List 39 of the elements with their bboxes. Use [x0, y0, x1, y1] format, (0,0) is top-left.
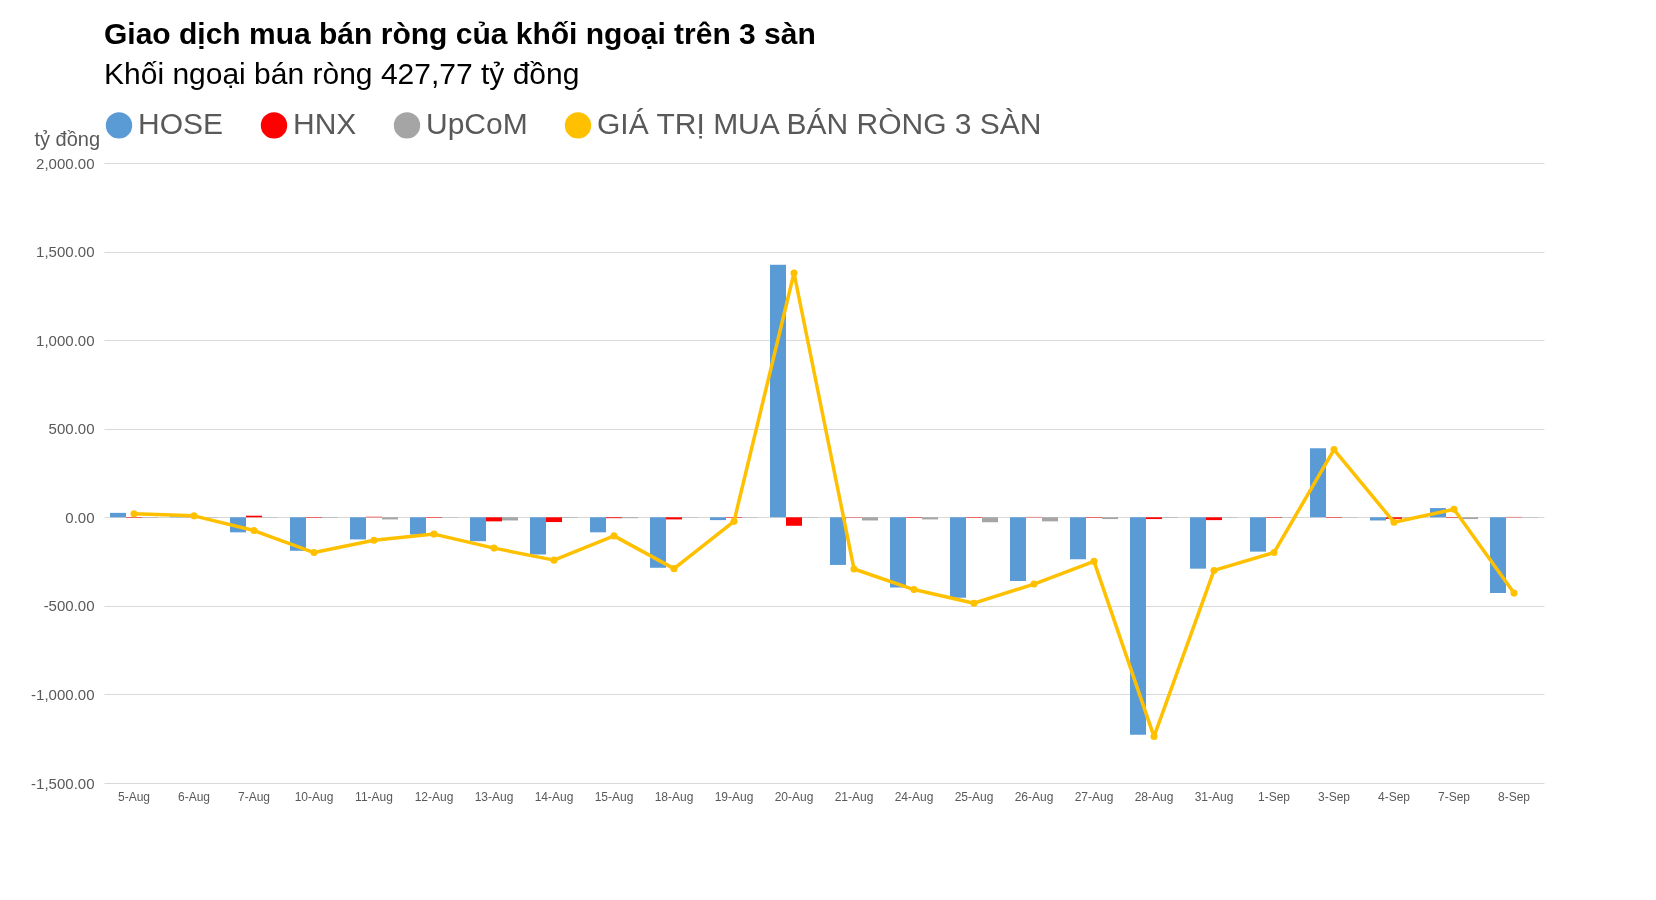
x-tick-label: 25-Aug — [954, 789, 994, 804]
chart-subtitle: Khối ngoại bán ròng 427,77 tỷ đồng — [104, 57, 580, 90]
x-tick-label: 18-Aug — [654, 789, 694, 804]
y-tick-label: -500.00 — [43, 597, 95, 615]
x-tick-label: 11-Aug — [355, 789, 393, 804]
x-tick-label: 27-Aug — [1074, 789, 1114, 804]
x-tick-label: 20-Aug — [774, 789, 814, 804]
x-tick-label: 28-Aug — [1134, 789, 1174, 804]
y-tick-label: 1,500.00 — [36, 243, 95, 261]
y-tick-label: 0.00 — [65, 508, 95, 526]
y-tick-label: 500.00 — [48, 420, 95, 438]
x-tick-label: 14-Aug — [534, 789, 574, 804]
y-tick-label: -1,500.00 — [31, 774, 95, 792]
x-tick-label: 7-Sep — [1437, 789, 1471, 804]
legend-label: HOSE — [138, 107, 224, 141]
y-tick-label: 1,000.00 — [36, 331, 95, 349]
x-tick-label: 12-Aug — [414, 789, 454, 804]
y-tick-label: -1,000.00 — [31, 685, 95, 703]
x-tick-label: 7-Aug — [237, 789, 271, 804]
x-tick-label: 10-Aug — [294, 789, 334, 804]
y-tick-label: 2,000.00 — [36, 154, 95, 172]
x-tick-label: 13-Aug — [474, 789, 514, 804]
chart-title: Giao dịch mua bán ròng của khối ngoại trên 3 sàn — [104, 17, 816, 50]
x-tick-label: 15-Aug — [594, 789, 634, 804]
legend-label: HNX — [293, 107, 357, 141]
x-tick-label: 31-Aug — [1194, 789, 1234, 804]
x-tick-label: 26-Aug — [1014, 789, 1054, 804]
x-tick-label: 24-Aug — [894, 789, 934, 804]
x-tick-label: 6-Aug — [177, 789, 211, 804]
x-tick-label: 21-Aug — [834, 789, 874, 804]
legend-label: GIÁ TRỊ MUA BÁN RÒNG 3 SÀN — [597, 107, 1042, 141]
legend-label: UpCoM — [426, 107, 528, 141]
x-tick-label: 1-Sep — [1257, 789, 1291, 804]
x-tick-label: 19-Aug — [714, 789, 754, 804]
x-tick-label: 8-Sep — [1497, 789, 1531, 804]
y-axis-title: tỷ đồng — [34, 127, 101, 150]
x-tick-label: 5-Aug — [117, 789, 151, 804]
x-tick-label: 3-Sep — [1317, 789, 1351, 804]
x-tick-label: 4-Sep — [1377, 789, 1411, 804]
